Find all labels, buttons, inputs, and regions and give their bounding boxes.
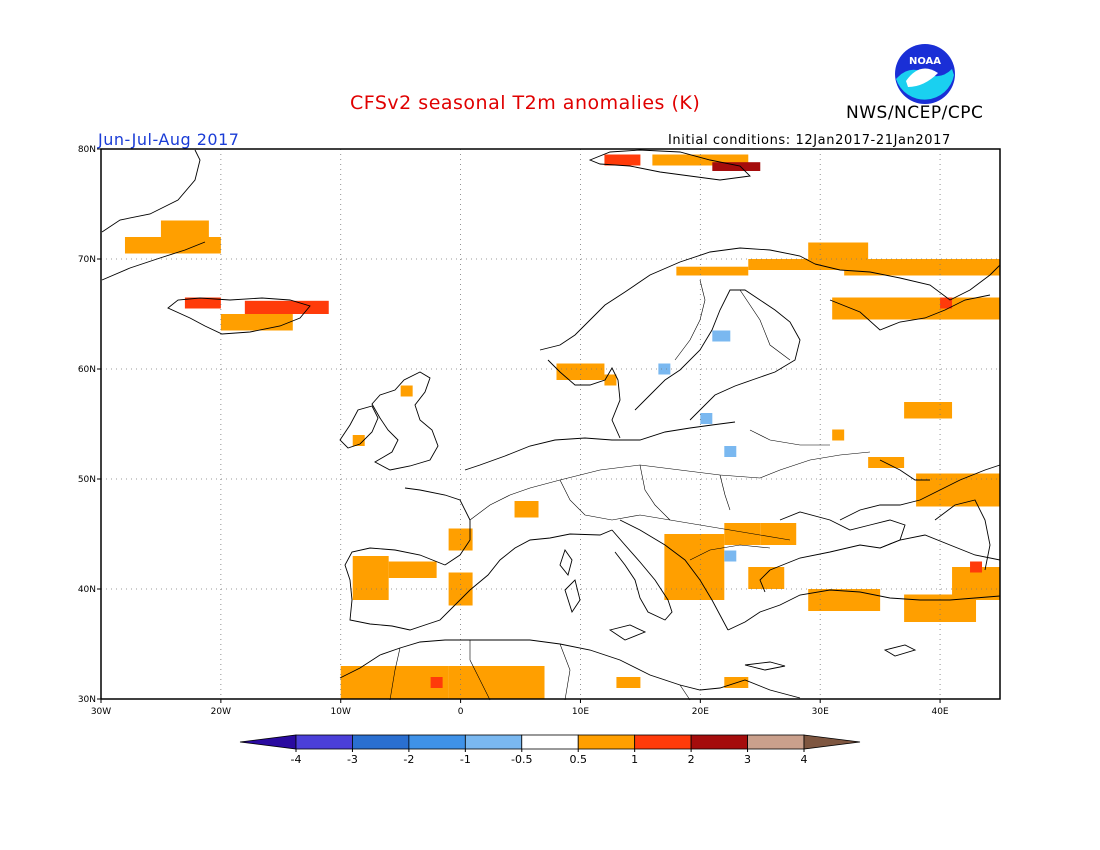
anomaly-cell: [724, 446, 737, 457]
colorbar-segment: [464, 734, 523, 750]
anomaly-cell: [184, 297, 221, 309]
colorbar-segment: [408, 734, 466, 750]
anomaly-cell: [352, 435, 365, 446]
anomaly-cell: [604, 154, 641, 166]
latitude-labels: 30N 40N 50N 60N 70N 80N: [78, 145, 101, 705]
chart-title: CFSv2 seasonal T2m anomalies (K): [350, 92, 701, 114]
colorbar-segment: [690, 734, 748, 750]
lon-tick-label: 10E: [572, 707, 589, 717]
colorbar-segment: [352, 734, 410, 750]
anomaly-cell: [832, 429, 845, 441]
anomaly-cell: [514, 501, 539, 518]
lat-tick-label: 30N: [78, 695, 96, 705]
anomaly-cell: [658, 363, 671, 375]
colorbar-segment: [634, 734, 692, 750]
colorbar-label: -4: [291, 753, 302, 766]
map-frame: [100, 148, 1001, 700]
anomaly-cell: [160, 220, 209, 237]
noaa-logo-icon: NOAA: [895, 44, 955, 104]
colorbar-label: 1: [631, 753, 638, 766]
longitude-labels: 30W 20W 10W 0 10E 20E 30E 40E: [91, 699, 949, 717]
anomaly-cell: [970, 561, 983, 573]
colorbar-label: -3: [347, 753, 358, 766]
anomaly-cell: [724, 550, 737, 562]
colorbar-arrow-low: [239, 734, 297, 750]
anomaly-cell: [484, 666, 545, 683]
anomaly-cell: [748, 567, 785, 589]
lon-tick-label: 40E: [931, 707, 948, 717]
anomaly-cell: [220, 314, 293, 331]
colorbar-segment: [295, 734, 353, 750]
anomaly-cell: [400, 385, 413, 397]
colorbar-segment: [747, 734, 805, 750]
anomaly-cell: [430, 677, 443, 688]
anomaly-cell: [844, 259, 1000, 276]
lon-tick-label: 0: [458, 707, 464, 717]
anomaly-cells: [124, 154, 1000, 699]
colorbar: -4 -3 -2 -1 -0.5 0.5 1 2 3 4: [239, 734, 861, 766]
lon-tick-label: 20E: [692, 707, 709, 717]
colorbar-label: -2: [403, 753, 414, 766]
anomaly-cell: [700, 413, 713, 424]
colorbar-arrow-high: [803, 734, 861, 750]
anomaly-cell: [712, 162, 761, 171]
anomaly-cell: [616, 677, 641, 688]
colorbar-label: 2: [688, 753, 695, 766]
anomaly-cell: [352, 556, 389, 600]
lat-tick-label: 50N: [78, 475, 96, 485]
lon-tick-label: 10W: [331, 707, 351, 717]
colorbar-segment: [577, 734, 636, 750]
colorbar-label: 4: [801, 753, 808, 766]
lat-tick-label: 40N: [78, 585, 96, 595]
anomaly-cell: [808, 242, 869, 259]
anomaly-cell: [940, 297, 953, 309]
lon-tick-label: 30W: [91, 707, 111, 717]
initial-conditions: Initial conditions: 12Jan2017-21Jan2017: [668, 133, 951, 148]
colorbar-segment: [521, 734, 579, 750]
lat-tick-label: 60N: [78, 365, 96, 375]
forecast-period: Jun-Jul-Aug 2017: [98, 130, 240, 149]
lon-tick-label: 30E: [812, 707, 829, 717]
anomaly-cell: [604, 374, 617, 386]
colorbar-label: 3: [744, 753, 751, 766]
lat-tick-label: 80N: [78, 145, 96, 155]
anomaly-cell: [244, 300, 329, 314]
anomaly-cell: [712, 330, 731, 342]
colorbar-label: -0.5: [511, 753, 532, 766]
lon-tick-label: 20W: [211, 707, 231, 717]
noaa-logo-text: NOAA: [909, 56, 941, 67]
graticule: [101, 149, 1000, 699]
organization-label: NWS/NCEP/CPC: [846, 103, 984, 123]
anomaly-cell: [676, 266, 749, 276]
anomaly-cell: [916, 473, 1000, 507]
coastlines: [101, 149, 1001, 701]
anomaly-cell: [724, 523, 761, 545]
colorbar-label: 0.5: [569, 753, 587, 766]
anomaly-cell: [760, 523, 797, 545]
anomaly-cell: [832, 297, 1000, 320]
anomaly-cell: [808, 589, 881, 611]
colorbar-label: -1: [460, 753, 471, 766]
anomaly-cell: [556, 363, 605, 380]
anomaly-cell: [388, 561, 437, 578]
lat-tick-label: 70N: [78, 255, 96, 265]
anomaly-cell: [904, 402, 953, 419]
anomaly-cell: [664, 534, 725, 600]
anomaly-cell: [124, 237, 221, 254]
anomaly-cell: [868, 457, 905, 468]
